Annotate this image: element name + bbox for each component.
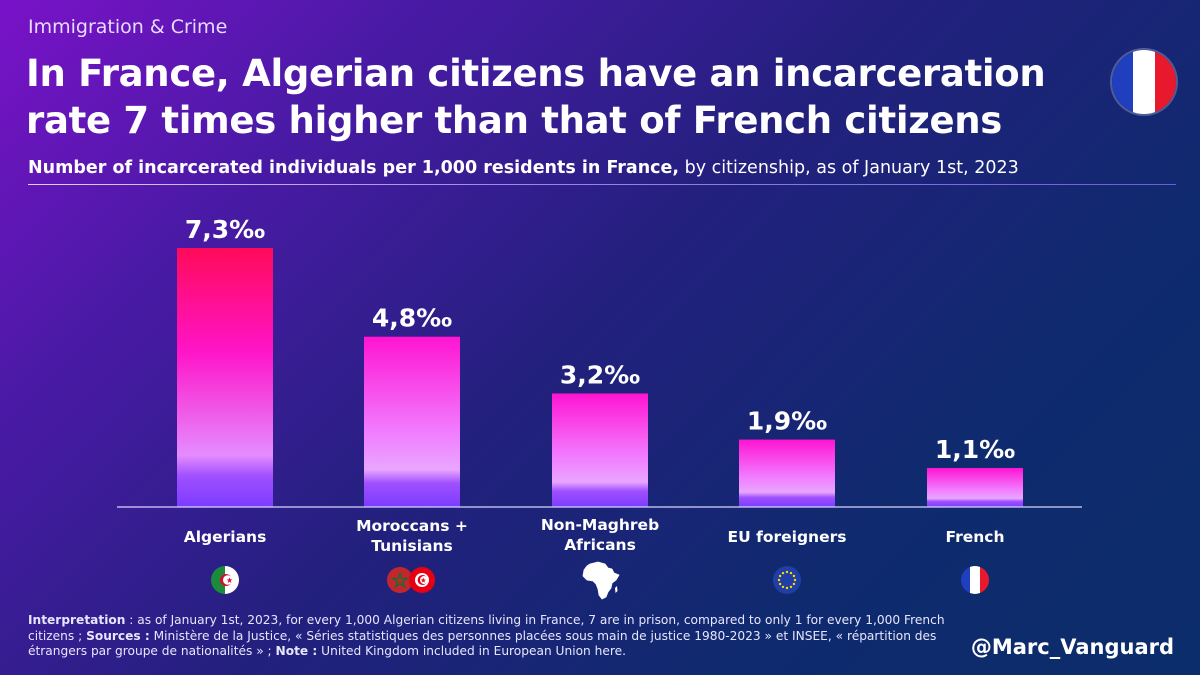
category-label-1: Algerians	[183, 528, 267, 546]
category-label-4: EU foreigners	[727, 528, 847, 546]
sources-text: Ministère de la Justice, « Séries statis…	[28, 628, 937, 659]
note-label: Note :	[275, 644, 318, 659]
bar-3	[552, 393, 648, 507]
footer-notes: Interpretation : as of January 1st, 2023…	[28, 613, 948, 660]
eu-flag-icon	[771, 564, 803, 596]
category-label-5: French	[945, 528, 1005, 546]
chart-subtitle: Number of incarcerated individuals per 1…	[28, 158, 1019, 178]
bar-5	[927, 467, 1023, 507]
data-label-4: 1,9‰	[747, 407, 827, 436]
author-handle: @Marc_Vanguard	[970, 635, 1174, 659]
kicker: Immigration & Crime	[28, 16, 228, 38]
france-flag-icon	[1112, 50, 1176, 114]
category-label-3: Non-Maghreb Africans	[540, 516, 660, 554]
morocco-tunisia-flags-icon	[386, 564, 438, 596]
france-flag-icon	[959, 564, 991, 596]
bar-1	[177, 248, 273, 507]
note-text: United Kingdom included in European Unio…	[317, 644, 626, 659]
data-label-3: 3,2‰	[560, 360, 640, 389]
interpretation-label: Interpretation	[28, 613, 126, 627]
algeria-flag-icon	[209, 564, 241, 596]
interpretation-text: : as of January 1st, 2023, for every 1,0…	[28, 613, 945, 643]
subtitle-divider	[28, 184, 1176, 185]
chart-title: In France, Algerian citizens have an inc…	[26, 52, 1046, 142]
subtitle-rest: by citizenship, as of January 1st, 2023	[679, 158, 1019, 178]
sources-label: Sources :	[86, 628, 150, 643]
africa-map-icon	[578, 558, 622, 602]
bar-2	[364, 336, 460, 507]
category-label-2: Moroccans + Tunisians	[356, 517, 468, 555]
bar-4	[739, 439, 835, 507]
subtitle-bold: Number of incarcerated individuals per 1…	[28, 158, 680, 178]
data-label-1: 7,3‰	[185, 215, 265, 244]
data-label-2: 4,8‰	[372, 304, 452, 333]
data-label-5: 1,1‰	[935, 435, 1015, 464]
